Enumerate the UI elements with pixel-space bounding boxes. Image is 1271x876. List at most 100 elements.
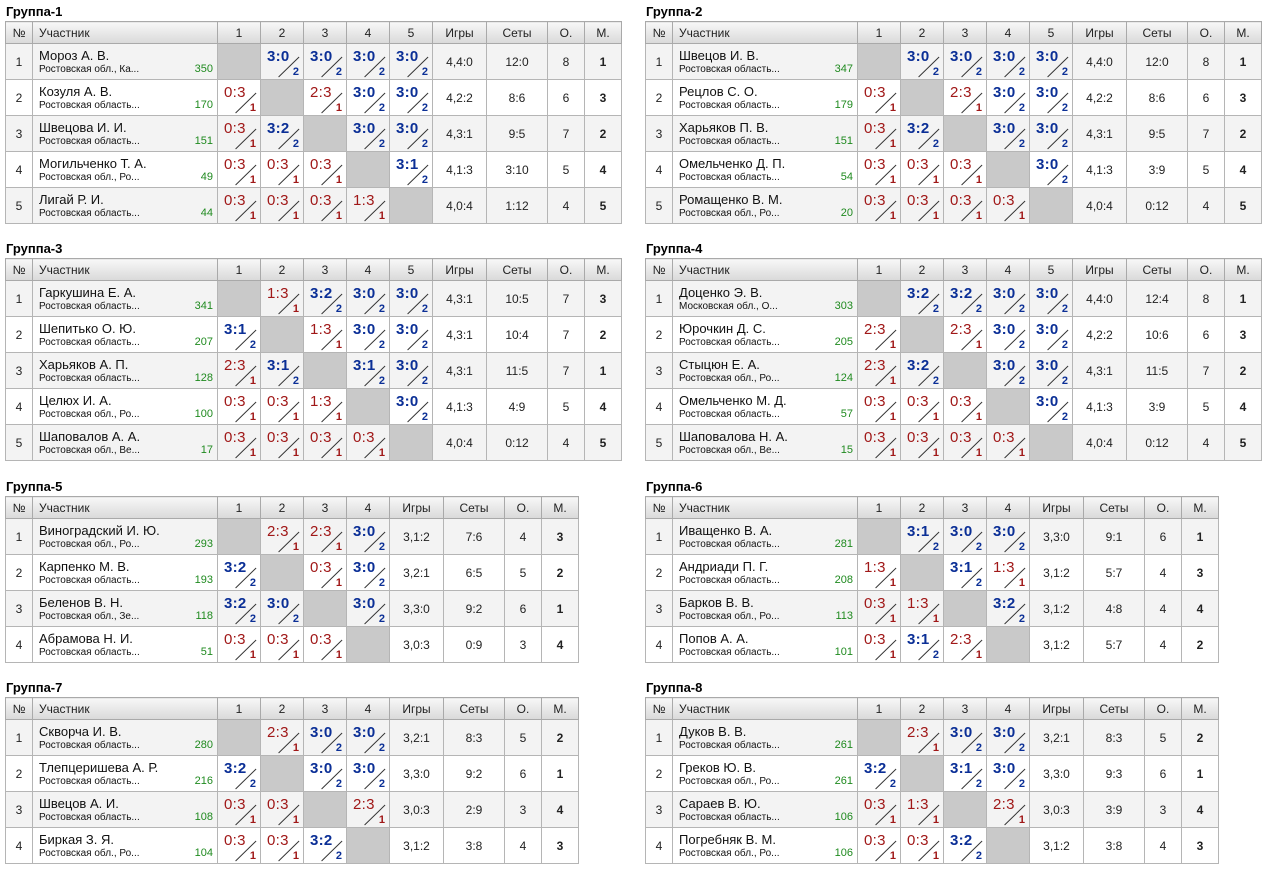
match-result[interactable]: 3:0 2	[346, 554, 390, 591]
match-result[interactable]: 3:2 2	[986, 590, 1030, 627]
header-participant[interactable]: Участник	[32, 697, 218, 720]
match-result[interactable]: 0:3 1	[217, 115, 261, 152]
match-result[interactable]: 0:3 1	[900, 187, 944, 224]
match-result[interactable]: 3:1 2	[389, 151, 433, 188]
match-result[interactable]: 3:0 2	[1029, 388, 1073, 425]
match-result[interactable]: 2:3 1	[260, 719, 304, 756]
player-cell[interactable]: Шепитько О. Ю. Ростовская область... 207	[32, 316, 218, 353]
match-result[interactable]: 3:2 2	[303, 280, 347, 317]
player-name[interactable]: Дуков В. В.	[679, 723, 747, 739]
match-result[interactable]: 3:2 2	[303, 827, 347, 864]
match-result[interactable]: 2:3 1	[857, 352, 901, 389]
player-cell[interactable]: Иващенко В. А. Ростовская область... 281	[672, 518, 858, 555]
player-cell[interactable]: Биркая З. Я. Ростовская обл., Ро... 104	[32, 827, 218, 864]
match-result[interactable]: 2:3 1	[900, 719, 944, 756]
match-result[interactable]: 2:3 1	[943, 79, 987, 116]
match-result[interactable]: 0:3 1	[260, 388, 304, 425]
header-sets[interactable]: Сеты	[1126, 21, 1188, 44]
match-result[interactable]: 3:2 2	[900, 280, 944, 317]
player-name[interactable]: Омельченко М. Д.	[679, 392, 787, 408]
match-result[interactable]: 0:3 1	[900, 151, 944, 188]
player-name[interactable]: Биркая З. Я.	[39, 831, 114, 847]
match-result[interactable]: 2:3 1	[943, 626, 987, 663]
match-result[interactable]: 0:3 1	[260, 827, 304, 864]
match-result[interactable]: 3:0 2	[346, 79, 390, 116]
header-participant[interactable]: Участник	[672, 258, 858, 281]
match-result[interactable]: 3:0 2	[986, 79, 1030, 116]
player-cell[interactable]: Тлепцеришева А. Р. Ростовская область... 2…	[32, 755, 218, 792]
player-name[interactable]: Гаркушина Е. А.	[39, 284, 136, 300]
player-cell[interactable]: Ромащенко В. М. Ростовская обл., Ро... 20	[672, 187, 858, 224]
match-result[interactable]: 0:3 1	[986, 424, 1030, 461]
match-result[interactable]: 3:0 2	[389, 388, 433, 425]
player-cell[interactable]: Харьяков А. П. Ростовская область... 128	[32, 352, 218, 389]
player-cell[interactable]: Целюх И. А. Ростовская обл., Ро... 100	[32, 388, 218, 425]
header-points[interactable]: О.	[547, 258, 585, 281]
match-result[interactable]: 3:0 2	[1029, 79, 1073, 116]
header-no[interactable]: №	[5, 697, 33, 720]
match-result[interactable]: 1:3 1	[303, 316, 347, 353]
match-result[interactable]: 3:0 2	[346, 316, 390, 353]
match-result[interactable]: 0:3 1	[986, 187, 1030, 224]
player-name[interactable]: Юрочкин Д. С.	[679, 320, 766, 336]
match-result[interactable]: 0:3 1	[857, 115, 901, 152]
player-cell[interactable]: Швецов И. В. Ростовская область... 347	[672, 43, 858, 80]
match-result[interactable]: 3:0 2	[1029, 115, 1073, 152]
header-place[interactable]: М.	[541, 697, 579, 720]
match-result[interactable]: 0:3 1	[217, 424, 261, 461]
match-result[interactable]: 2:3 1	[346, 791, 390, 828]
match-result[interactable]: 0:3 1	[260, 791, 304, 828]
match-result[interactable]: 2:3 1	[303, 79, 347, 116]
player-name[interactable]: Целюх И. А.	[39, 392, 112, 408]
match-result[interactable]: 0:3 1	[857, 424, 901, 461]
header-games[interactable]: Игры	[432, 21, 487, 44]
header-games[interactable]: Игры	[1029, 496, 1084, 519]
header-points[interactable]: О.	[1144, 496, 1182, 519]
match-result[interactable]: 3:0 2	[346, 280, 390, 317]
header-sets[interactable]: Сеты	[1126, 258, 1188, 281]
player-cell[interactable]: Стыцюн Е. А. Ростовская обл., Ро... 124	[672, 352, 858, 389]
player-name[interactable]: Омельченко Д. П.	[679, 155, 786, 171]
header-games[interactable]: Игры	[1029, 697, 1084, 720]
header-games[interactable]: Игры	[1072, 21, 1127, 44]
match-result[interactable]: 0:3 1	[857, 626, 901, 663]
match-result[interactable]: 2:3 1	[260, 518, 304, 555]
header-sets[interactable]: Сеты	[486, 21, 548, 44]
match-result[interactable]: 0:3 1	[303, 187, 347, 224]
match-result[interactable]: 3:1 2	[943, 755, 987, 792]
player-name[interactable]: Барков В. В.	[679, 594, 754, 610]
header-games[interactable]: Игры	[432, 258, 487, 281]
match-result[interactable]: 2:3 1	[943, 316, 987, 353]
player-name[interactable]: Греков Ю. В.	[679, 759, 756, 775]
match-result[interactable]: 3:1 2	[943, 554, 987, 591]
header-games[interactable]: Игры	[389, 697, 444, 720]
match-result[interactable]: 0:3 1	[943, 424, 987, 461]
player-cell[interactable]: Попов А. А. Ростовская область... 101	[672, 626, 858, 663]
match-result[interactable]: 3:0 2	[389, 115, 433, 152]
match-result[interactable]: 3:0 2	[346, 755, 390, 792]
match-result[interactable]: 0:3 1	[303, 626, 347, 663]
match-result[interactable]: 1:3 1	[857, 554, 901, 591]
match-result[interactable]: 3:0 2	[303, 719, 347, 756]
player-name[interactable]: Харьяков П. В.	[679, 119, 769, 135]
player-cell[interactable]: Погребняк В. М. Ростовская обл., Ро... 106	[672, 827, 858, 864]
player-cell[interactable]: Дуков В. В. Ростовская область... 261	[672, 719, 858, 756]
match-result[interactable]: 0:3 1	[943, 151, 987, 188]
match-result[interactable]: 1:3 1	[900, 791, 944, 828]
match-result[interactable]: 0:3 1	[857, 79, 901, 116]
match-result[interactable]: 0:3 1	[857, 791, 901, 828]
player-name[interactable]: Скворча И. В.	[39, 723, 122, 739]
match-result[interactable]: 3:0 2	[346, 719, 390, 756]
match-result[interactable]: 2:3 1	[986, 791, 1030, 828]
player-cell[interactable]: Беленов В. Н. Ростовская обл., Зе... 118	[32, 590, 218, 627]
player-cell[interactable]: Сараев В. Ю. Ростовская область... 106	[672, 791, 858, 828]
player-cell[interactable]: Лигай Р. И. Ростовская область... 44	[32, 187, 218, 224]
match-result[interactable]: 3:2 2	[943, 280, 987, 317]
match-result[interactable]: 3:1 2	[346, 352, 390, 389]
player-cell[interactable]: Барков В. В. Ростовская обл., Ро... 113	[672, 590, 858, 627]
player-cell[interactable]: Юрочкин Д. С. Ростовская область... 205	[672, 316, 858, 353]
match-result[interactable]: 3:2 2	[217, 554, 261, 591]
player-name[interactable]: Абрамова Н. И.	[39, 630, 133, 646]
header-points[interactable]: О.	[504, 697, 542, 720]
header-place[interactable]: М.	[584, 21, 622, 44]
